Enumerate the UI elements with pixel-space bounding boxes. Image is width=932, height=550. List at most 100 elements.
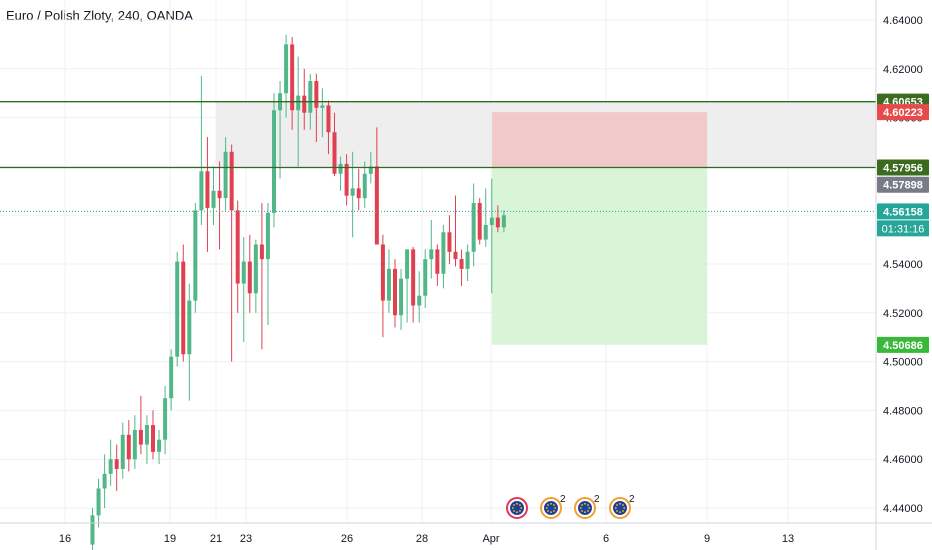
candle <box>241 237 246 343</box>
candle <box>393 259 397 328</box>
zone-bottom-label: 4.57956 <box>883 162 923 174</box>
candle <box>459 249 464 286</box>
candle <box>157 429 162 465</box>
y-tick-label: 4.62000 <box>883 64 923 76</box>
candle-body <box>132 429 137 460</box>
candle-body <box>217 190 222 199</box>
candle-body <box>120 434 125 469</box>
eu-flag-icon[interactable]: 2 <box>574 494 600 519</box>
event-count-badge: 2 <box>594 494 600 505</box>
candle <box>374 127 379 245</box>
flag-star <box>622 510 624 512</box>
candle-body <box>211 190 216 208</box>
flag-star <box>550 511 552 514</box>
candle <box>193 203 198 313</box>
candle-body <box>102 473 107 489</box>
stop-loss-zone[interactable] <box>492 112 707 168</box>
candle <box>405 249 410 323</box>
candle-body <box>386 268 391 301</box>
x-tick-label: 23 <box>240 533 252 545</box>
candle-body <box>393 268 397 316</box>
eu-flag-icon[interactable]: 2 <box>609 494 635 519</box>
candle <box>338 156 343 191</box>
price-labels: 4.606534.602234.579564.578984.5615801:31… <box>877 93 929 353</box>
x-tick-label: 26 <box>341 533 353 545</box>
flag-star <box>587 504 589 506</box>
candle-body <box>489 217 494 225</box>
flag-star <box>619 511 621 514</box>
candle <box>501 210 506 233</box>
candle <box>272 93 276 228</box>
candle-body <box>308 81 313 113</box>
target-label-bg <box>877 336 929 353</box>
candle <box>144 415 149 465</box>
flag-star <box>520 507 523 509</box>
candle <box>320 88 325 138</box>
candle <box>489 178 494 294</box>
candle-body <box>483 224 488 240</box>
candle-body <box>235 210 240 284</box>
candle <box>453 195 458 267</box>
countdown-bg <box>877 220 929 237</box>
flag-star <box>519 510 521 512</box>
flag-star <box>616 504 618 506</box>
candle-body <box>435 249 440 274</box>
candle <box>302 68 307 130</box>
eu-flag-icon[interactable] <box>506 497 528 519</box>
candle-body <box>495 217 500 228</box>
candle <box>350 151 355 238</box>
candle-body <box>96 488 101 516</box>
y-tick-label: 4.64000 <box>883 15 923 27</box>
candle <box>138 395 143 455</box>
level-lines <box>0 101 876 212</box>
candle-body <box>175 261 180 357</box>
candle-body <box>405 249 410 279</box>
flag-star <box>545 507 548 509</box>
take-profit-zone[interactable] <box>492 167 707 345</box>
candle-body <box>374 166 379 245</box>
candle <box>296 56 301 167</box>
flag-star <box>547 510 549 512</box>
candle-body <box>302 95 307 113</box>
candle-body <box>272 110 276 213</box>
eu-flag-icon[interactable]: 2 <box>540 494 566 519</box>
candle-body <box>453 251 458 260</box>
zones <box>216 101 876 345</box>
candle <box>380 234 385 338</box>
candle <box>163 386 168 455</box>
candle-body <box>314 81 319 108</box>
candle-body <box>157 439 162 452</box>
candle <box>126 420 131 472</box>
candle <box>483 188 488 247</box>
flag-star <box>519 504 521 506</box>
candle <box>290 37 295 130</box>
candle <box>259 203 264 350</box>
flag-star <box>516 511 518 514</box>
candle <box>108 439 113 487</box>
event-markers[interactable]: 2 2 2 <box>506 494 635 519</box>
candle-body <box>265 212 270 260</box>
candle-body <box>144 425 149 445</box>
candle <box>386 249 391 313</box>
candle <box>120 422 125 479</box>
candle-body <box>350 188 355 196</box>
candle <box>362 161 367 208</box>
candle-body <box>90 515 95 545</box>
candle <box>247 234 252 313</box>
candle-body <box>205 171 210 208</box>
candle-body <box>423 259 428 296</box>
candle <box>417 271 422 323</box>
candle <box>441 224 446 289</box>
x-tick-label: 6 <box>603 533 609 545</box>
y-tick-label: 4.50000 <box>883 357 923 369</box>
candle <box>429 220 434 279</box>
candle <box>344 154 349 206</box>
candle-body <box>284 44 289 94</box>
candle-body <box>223 151 228 199</box>
candle-body <box>411 249 416 306</box>
candle-body <box>429 249 434 260</box>
x-tick-label: Apr <box>482 533 499 545</box>
candle-body <box>338 163 343 174</box>
